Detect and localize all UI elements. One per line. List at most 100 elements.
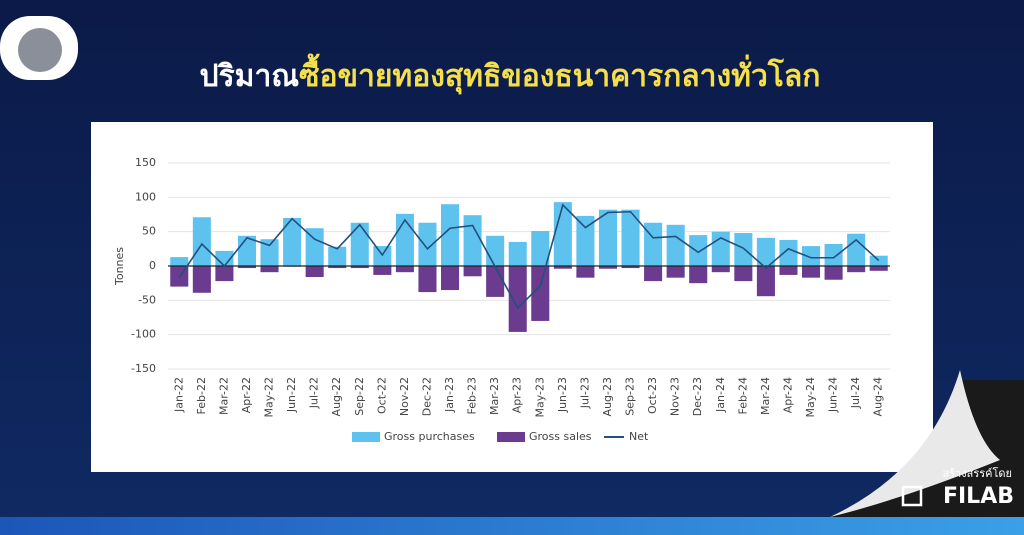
- bar: [418, 266, 437, 293]
- bar: [756, 266, 775, 297]
- brand: FILAB: [943, 484, 1014, 509]
- x-tick-label: Apr-24: [781, 377, 794, 413]
- y-tick-label: -150: [131, 362, 156, 375]
- bar: [553, 266, 572, 269]
- y-axis-label: Tonnes: [113, 247, 126, 286]
- x-tick-label: Mar-23: [488, 377, 501, 415]
- bar: [644, 222, 663, 266]
- x-tick-label: Oct-22: [375, 377, 388, 414]
- x-tick-label: Sep-22: [353, 377, 366, 416]
- bar: [395, 213, 414, 266]
- bar: [621, 209, 640, 266]
- bar: [373, 266, 392, 275]
- bar: [305, 266, 324, 277]
- bar: [824, 266, 843, 280]
- bar: [779, 239, 798, 266]
- bar: [824, 244, 843, 266]
- bar: [598, 209, 617, 266]
- x-tick-label: Mar-24: [759, 377, 772, 415]
- bar: [328, 266, 347, 269]
- x-tick-label: May-22: [263, 377, 276, 418]
- x-tick-label: Feb-24: [736, 377, 749, 414]
- bar: [260, 266, 279, 273]
- x-tick-label: Aug-24: [872, 377, 885, 416]
- bar: [350, 266, 369, 269]
- x-tick-label: Feb-23: [466, 377, 479, 414]
- bar: [666, 224, 685, 266]
- legend-label: Gross purchases: [384, 430, 475, 443]
- bar: [486, 266, 505, 297]
- bottom-strip: [0, 517, 1024, 535]
- x-tick-label: Dec-22: [420, 377, 433, 416]
- bar: [531, 266, 550, 321]
- bar: [576, 215, 595, 266]
- y-tick-label: 50: [142, 225, 156, 238]
- x-tick-label: Jan-22: [172, 377, 185, 413]
- line: [178, 203, 880, 310]
- x-tick-label: Oct-23: [646, 377, 659, 414]
- brand-icon: [901, 485, 923, 507]
- bar: [237, 266, 256, 269]
- x-tick-label: Nov-23: [669, 377, 682, 416]
- bar: [531, 230, 550, 266]
- x-tick-label: Apr-23: [511, 377, 524, 413]
- bar: [621, 266, 640, 269]
- y-tick-label: 150: [135, 156, 156, 169]
- bar: [441, 266, 460, 291]
- bar: [305, 228, 324, 266]
- x-tick-label: Aug-23: [601, 377, 614, 416]
- x-tick-label: Jul-24: [849, 377, 862, 409]
- bar: [192, 266, 211, 293]
- legend-label: Net: [629, 430, 649, 443]
- bar: [350, 222, 369, 266]
- y-tick-label: -50: [138, 293, 156, 306]
- x-tick-label: Sep-23: [624, 377, 637, 416]
- bar: [508, 266, 527, 332]
- logo-bull: [18, 28, 62, 72]
- bar: [734, 233, 753, 266]
- bar: [847, 233, 866, 266]
- y-tick-label: 100: [135, 190, 156, 203]
- legend-swatch: [497, 432, 525, 442]
- y-tick-label: -100: [131, 328, 156, 341]
- bar: [170, 257, 189, 266]
- x-tick-label: Mar-22: [217, 377, 230, 415]
- x-tick-label: Feb-22: [195, 377, 208, 414]
- bar: [441, 204, 460, 266]
- bar: [802, 246, 821, 266]
- bar: [418, 222, 437, 266]
- x-tick-label: Jul-22: [308, 377, 321, 409]
- bar: [328, 246, 347, 266]
- bar: [711, 266, 730, 273]
- bar: [486, 235, 505, 266]
- x-tick-label: Nov-22: [398, 377, 411, 416]
- x-tick-label: Aug-22: [330, 377, 343, 416]
- bar: [283, 217, 302, 266]
- legend-label: Gross sales: [529, 430, 592, 443]
- page-title: ปริมาณซื้อขายทองสุทธิของธนาคารกลางทั่วโล…: [200, 53, 821, 95]
- bar: [576, 266, 595, 278]
- x-tick-label: Jul-23: [578, 377, 591, 409]
- x-tick-label: Jan-24: [714, 377, 727, 413]
- bar: [644, 266, 663, 282]
- bar: [508, 241, 527, 266]
- bar: [689, 235, 708, 266]
- page-curl-fold: [830, 370, 1000, 517]
- bar: [598, 266, 617, 269]
- x-tick-label: Jun-24: [827, 377, 840, 413]
- bar: [869, 266, 888, 271]
- x-tick-label: Jan-23: [443, 377, 456, 413]
- bar: [395, 266, 414, 273]
- bar: [734, 266, 753, 282]
- y-tick-label: 0: [149, 259, 156, 272]
- bar: [756, 237, 775, 266]
- bar: [689, 266, 708, 284]
- x-tick-label: May-24: [804, 377, 817, 418]
- bar: [192, 217, 211, 266]
- legend-swatch: [352, 432, 380, 442]
- bar: [779, 266, 798, 275]
- plot: -150 -100 -50 0 50 100 150 Jan-22 Feb-22 Mar-22 Ap…: [131, 156, 890, 443]
- title-highlight: ซื้อขายทองสุทธิของธนาคารกลางทั่วโลก: [299, 53, 820, 95]
- credit: สร้างสรรค์โดย: [942, 466, 1012, 480]
